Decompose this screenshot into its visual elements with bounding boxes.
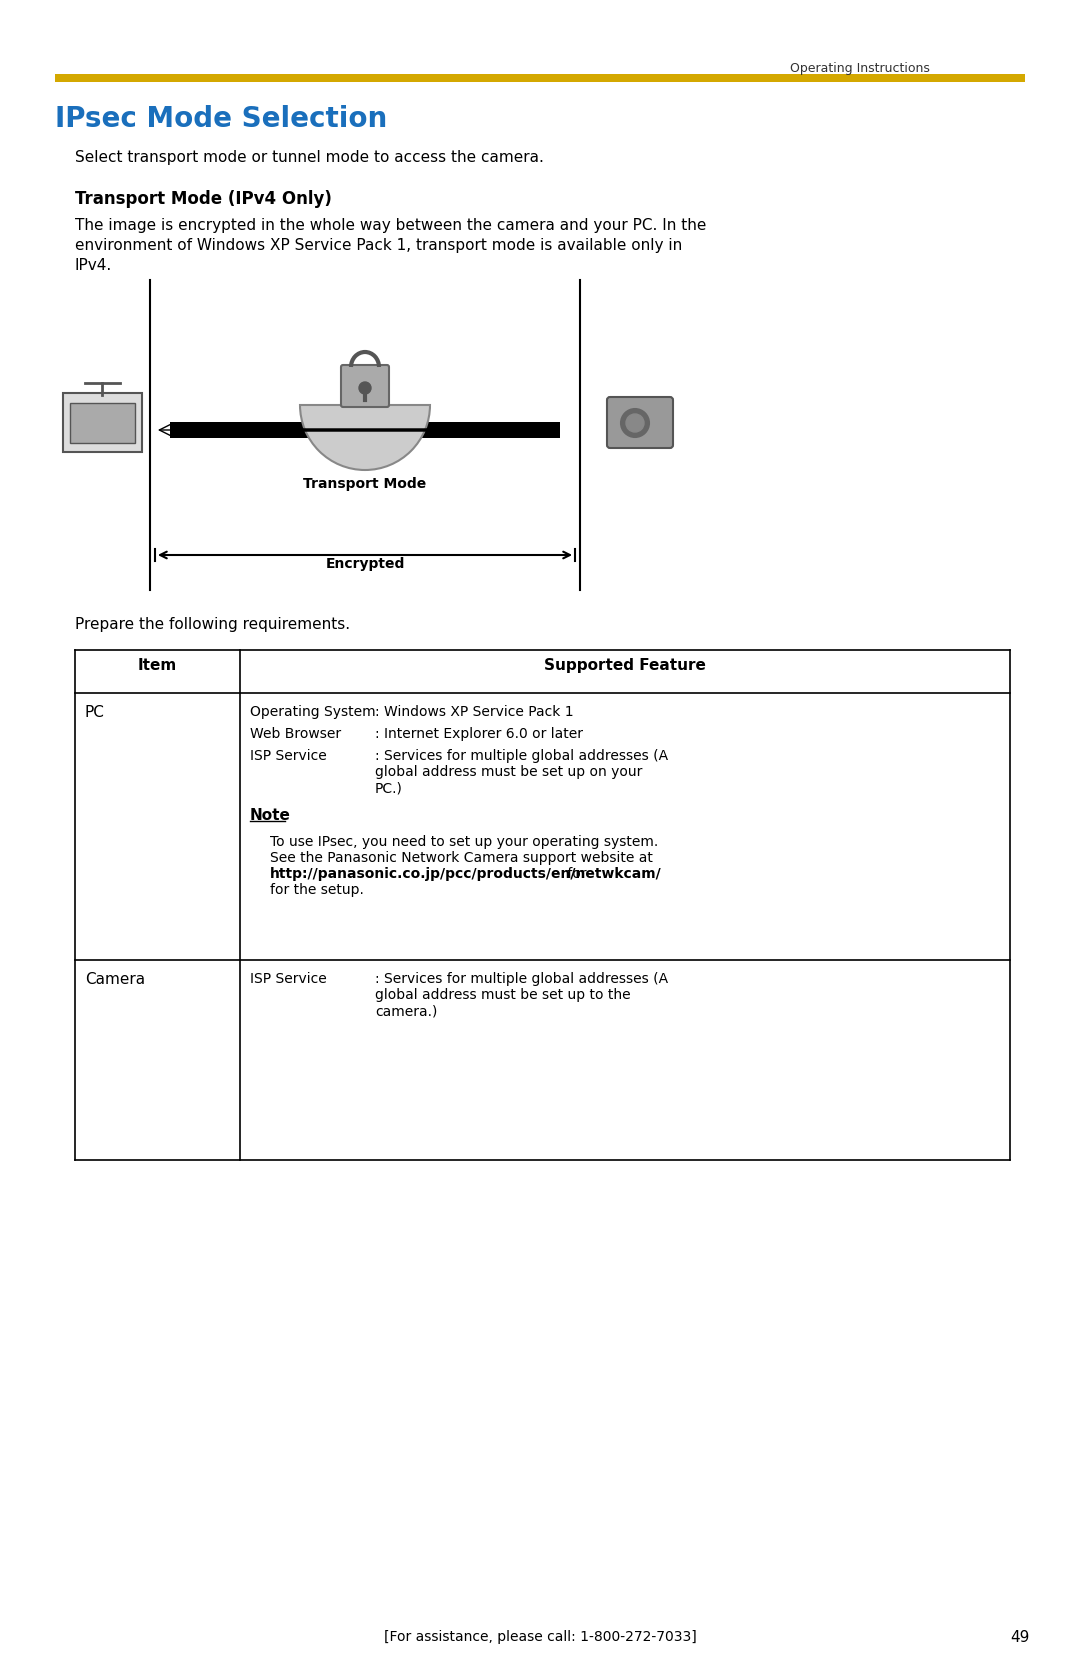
Text: http://panasonic.co.jp/pcc/products/en/netwkcam/: http://panasonic.co.jp/pcc/products/en/n… bbox=[270, 866, 662, 881]
Text: ISP Service: ISP Service bbox=[249, 749, 327, 763]
Text: global address must be set up on your: global address must be set up on your bbox=[375, 764, 643, 779]
Text: IPv4.: IPv4. bbox=[75, 259, 112, 274]
Text: Supported Feature: Supported Feature bbox=[544, 658, 706, 673]
Text: environment of Windows XP Service Pack 1, transport mode is available only in: environment of Windows XP Service Pack 1… bbox=[75, 239, 683, 254]
Circle shape bbox=[626, 414, 644, 432]
Text: for: for bbox=[563, 866, 586, 881]
Text: for the setup.: for the setup. bbox=[270, 883, 364, 896]
Text: IPsec Mode Selection: IPsec Mode Selection bbox=[55, 105, 388, 134]
Wedge shape bbox=[300, 406, 430, 471]
Text: PC.): PC.) bbox=[375, 781, 403, 794]
FancyBboxPatch shape bbox=[341, 366, 389, 407]
Text: Note: Note bbox=[249, 808, 291, 823]
Text: : Internet Explorer 6.0 or later: : Internet Explorer 6.0 or later bbox=[375, 728, 583, 741]
Text: Camera: Camera bbox=[85, 971, 145, 986]
Text: Web Browser: Web Browser bbox=[249, 728, 341, 741]
Bar bbox=[70, 402, 135, 442]
Text: Select transport mode or tunnel mode to access the camera.: Select transport mode or tunnel mode to … bbox=[75, 150, 544, 165]
Text: [For assistance, please call: 1-800-272-7033]: [For assistance, please call: 1-800-272-… bbox=[383, 1631, 697, 1644]
Text: : Services for multiple global addresses (A: : Services for multiple global addresses… bbox=[375, 749, 669, 763]
Text: camera.): camera.) bbox=[375, 1005, 437, 1018]
Text: : Services for multiple global addresses (A: : Services for multiple global addresses… bbox=[375, 971, 669, 986]
Text: 49: 49 bbox=[1010, 1631, 1029, 1646]
Text: Prepare the following requirements.: Prepare the following requirements. bbox=[75, 618, 350, 633]
Circle shape bbox=[621, 409, 649, 437]
Text: : Windows XP Service Pack 1: : Windows XP Service Pack 1 bbox=[375, 704, 573, 719]
Text: Encrypted: Encrypted bbox=[325, 557, 405, 571]
Text: ISP Service: ISP Service bbox=[249, 971, 327, 986]
Text: Transport Mode (IPv4 Only): Transport Mode (IPv4 Only) bbox=[75, 190, 332, 209]
Text: The image is encrypted in the whole way between the camera and your PC. In the: The image is encrypted in the whole way … bbox=[75, 219, 706, 234]
Text: Operating System: Operating System bbox=[249, 704, 376, 719]
Text: PC: PC bbox=[85, 704, 105, 719]
Text: Operating Instructions: Operating Instructions bbox=[789, 62, 930, 75]
FancyBboxPatch shape bbox=[63, 392, 141, 452]
FancyBboxPatch shape bbox=[607, 397, 673, 447]
Text: To use IPsec, you need to set up your operating system.: To use IPsec, you need to set up your op… bbox=[270, 834, 658, 850]
Bar bbox=[55, 73, 1025, 82]
Text: Transport Mode: Transport Mode bbox=[303, 477, 427, 491]
Text: Item: Item bbox=[137, 658, 177, 673]
Text: global address must be set up to the: global address must be set up to the bbox=[375, 988, 631, 1001]
Circle shape bbox=[359, 382, 372, 394]
Bar bbox=[170, 422, 561, 437]
Text: See the Panasonic Network Camera support website at: See the Panasonic Network Camera support… bbox=[270, 851, 653, 865]
